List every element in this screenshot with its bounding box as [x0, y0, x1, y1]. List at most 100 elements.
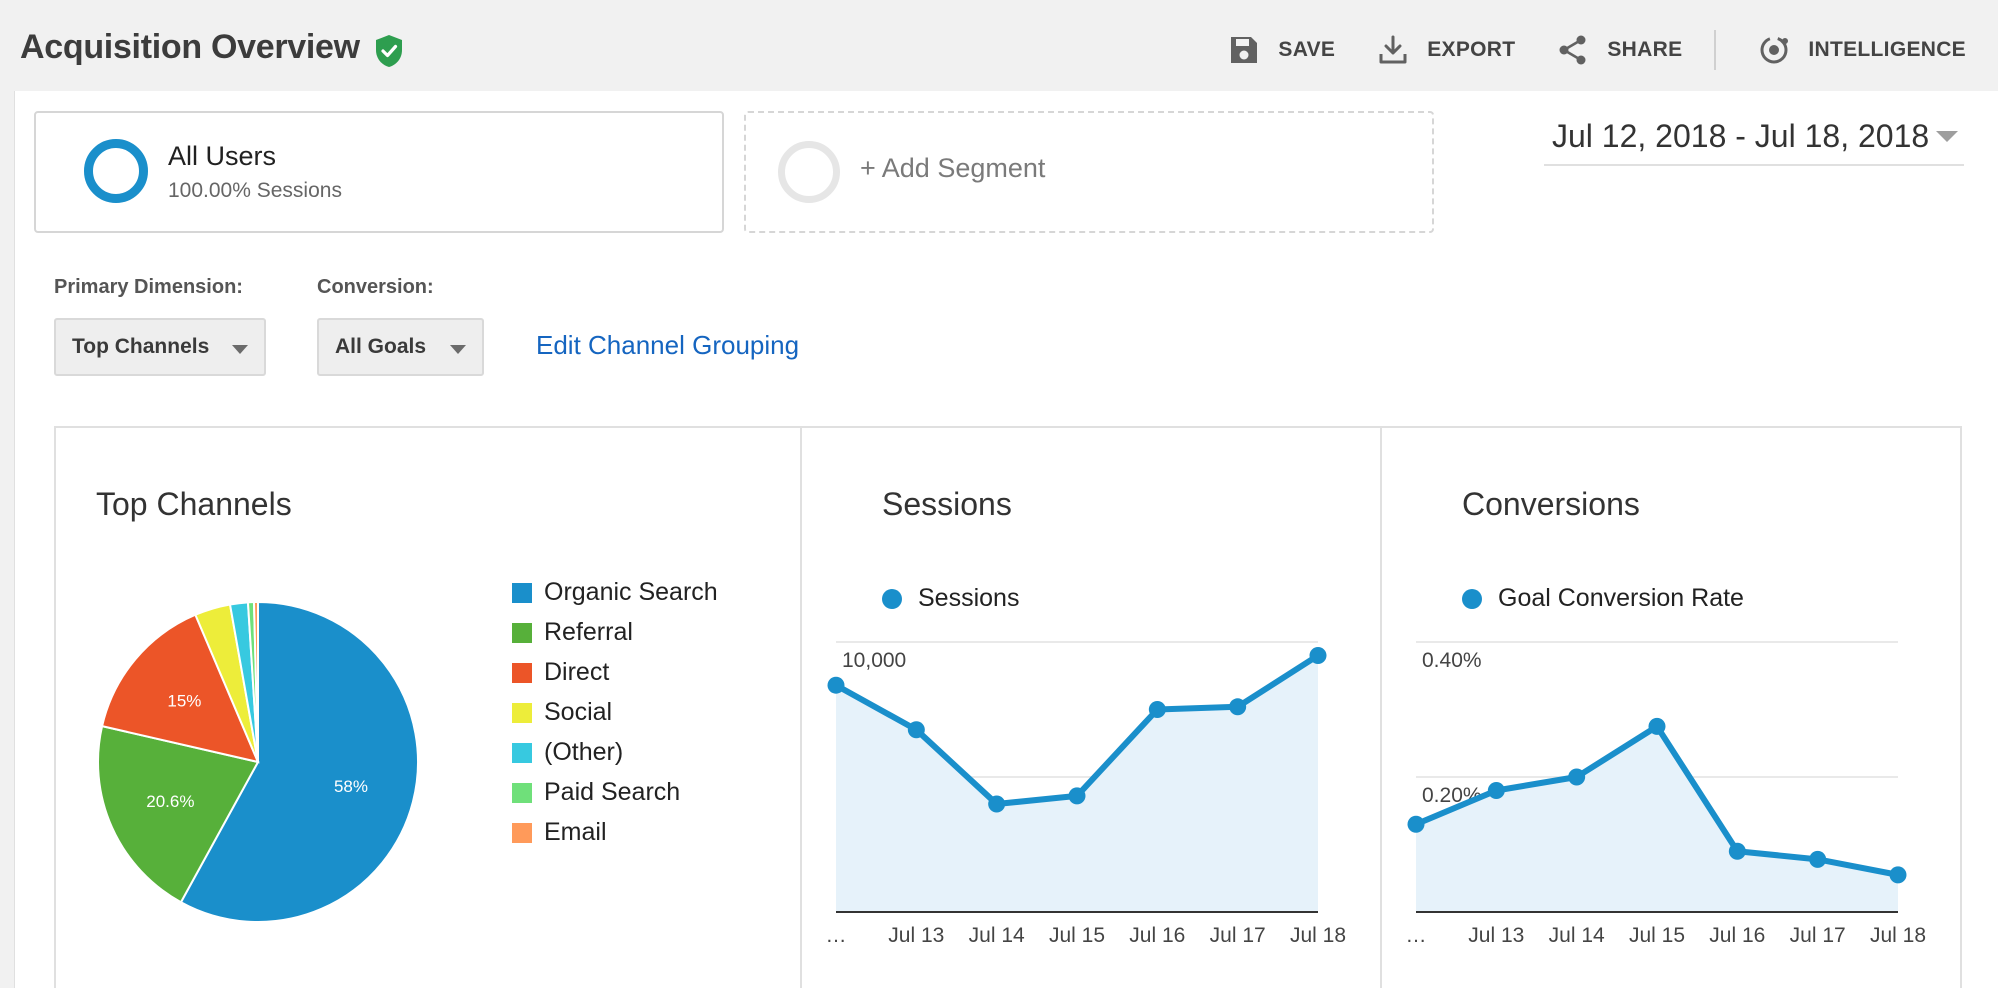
area-fill — [1416, 726, 1898, 912]
x-tick-label: Jul 15 — [1629, 924, 1685, 947]
panel-divider — [1380, 426, 1382, 988]
legend-swatch — [512, 622, 532, 643]
x-tick-label: Jul 13 — [888, 924, 944, 947]
panel-divider — [800, 426, 802, 988]
sessions-title: Sessions — [882, 486, 1012, 522]
pie-slice-label: 15% — [167, 691, 201, 710]
legend-label: Referral — [544, 618, 633, 646]
data-point[interactable] — [1309, 647, 1327, 664]
intelligence-icon — [1760, 36, 1789, 64]
export-icon — [1379, 35, 1407, 64]
pie-slice-direct[interactable] — [100, 613, 260, 764]
x-tick-label: Jul 17 — [1790, 924, 1846, 947]
data-point[interactable] — [1229, 698, 1247, 716]
legend-label: Email — [544, 818, 607, 846]
chevron-down-icon — [232, 345, 248, 354]
save-label: SAVE — [1278, 38, 1336, 61]
data-point[interactable] — [1728, 842, 1746, 860]
top-channels-pie-chart: 58% 20.6% 15% — [97, 600, 419, 923]
add-segment-button[interactable]: + Add Segment — [744, 111, 1434, 233]
sessions-legend: Sessions — [882, 584, 1019, 613]
conversions-legend: Goal Conversion Rate — [1462, 584, 1744, 613]
legend-item[interactable]: Social — [512, 698, 612, 727]
x-tick-label: Jul 15 — [1049, 924, 1105, 947]
chevron-down-icon — [1936, 131, 1958, 142]
data-point[interactable] — [1809, 850, 1827, 868]
legend-swatch — [512, 662, 532, 683]
legend-item[interactable]: Direct — [512, 658, 609, 687]
legend-label: (Other) — [544, 738, 624, 766]
primary-dimension-select[interactable]: Top Channels — [54, 318, 266, 376]
y-tick-label: 0.40% — [1422, 649, 1482, 672]
data-point[interactable] — [1068, 787, 1086, 805]
data-point[interactable] — [1148, 701, 1166, 718]
primary-dimension-label: Primary Dimension: — [54, 276, 243, 298]
legend-item[interactable]: Email — [512, 818, 607, 847]
x-tick-label: Jul 16 — [1709, 924, 1765, 947]
series-dot-icon — [1462, 588, 1482, 609]
intelligence-label: INTELLIGENCE — [1808, 38, 1966, 61]
data-point[interactable] — [827, 676, 845, 694]
conversion-select[interactable]: All Goals — [317, 318, 484, 376]
page-title: Acquisition Overview — [20, 28, 360, 66]
save-button[interactable]: SAVE — [1228, 34, 1335, 66]
x-tick-label: Jul 14 — [1549, 924, 1605, 947]
chevron-down-icon — [450, 345, 466, 354]
x-tick-label: … — [826, 924, 847, 947]
legend-item[interactable]: Paid Search — [512, 778, 680, 807]
data-point[interactable] — [988, 795, 1006, 813]
data-point[interactable] — [1487, 782, 1505, 799]
intelligence-button[interactable]: INTELLIGENCE — [1758, 34, 1966, 66]
segment-ring-icon — [84, 139, 148, 203]
date-range-picker[interactable]: Jul 12, 2018 - Jul 18, 2018 — [1544, 114, 1964, 166]
x-tick-label: Jul 14 — [969, 924, 1025, 947]
x-tick-label: Jul 18 — [1290, 924, 1346, 947]
legend-item[interactable]: Organic Search — [512, 578, 718, 607]
date-range-text: Jul 12, 2018 - Jul 18, 2018 — [1552, 118, 1930, 154]
legend-item[interactable]: (Other) — [512, 738, 623, 767]
legend-label: Organic Search — [544, 578, 718, 606]
data-point[interactable] — [1407, 815, 1425, 833]
x-tick-label: Jul 13 — [1468, 924, 1524, 947]
conversions-area-chart: 0.40%0.20%… Jul 13 Jul 14 Jul 15 Jul 16 Jul 1… — [1406, 641, 1926, 947]
page-header: Acquisition Overview SAVE EXPORT — [0, 0, 1998, 91]
data-point[interactable] — [1568, 768, 1586, 786]
legend-label: Direct — [544, 658, 610, 686]
export-label: EXPORT — [1427, 38, 1516, 61]
legend-swatch — [512, 782, 532, 803]
legend-label: Social — [544, 698, 613, 726]
conversion-value: All Goals — [335, 335, 427, 358]
share-label: SHARE — [1607, 38, 1683, 61]
x-tick-label: Jul 18 — [1870, 924, 1926, 947]
area-fill — [836, 655, 1318, 912]
x-tick-label: … — [1406, 924, 1427, 947]
share-icon — [1559, 35, 1586, 65]
empty-segment-ring-icon — [778, 141, 840, 203]
verified-shield-icon — [376, 35, 402, 67]
data-point[interactable] — [1648, 717, 1666, 735]
toolbar-divider — [1714, 30, 1717, 70]
conversion-label: Conversion: — [317, 276, 434, 298]
series-dot-icon — [882, 588, 902, 609]
x-tick-label: Jul 17 — [1210, 924, 1266, 947]
x-tick-label: Jul 16 — [1129, 924, 1185, 947]
edit-channel-grouping-link[interactable]: Edit Channel Grouping — [536, 330, 800, 360]
export-button[interactable]: EXPORT — [1377, 34, 1515, 66]
legend-swatch — [512, 742, 532, 763]
top-channels-title: Top Channels — [96, 486, 292, 522]
pie-slice-referral[interactable] — [97, 724, 260, 904]
conversions-title: Conversions — [1462, 486, 1640, 522]
data-point[interactable] — [907, 721, 925, 739]
legend-label: Paid Search — [544, 778, 681, 806]
legend-item[interactable]: Referral — [512, 618, 633, 647]
data-point[interactable] — [1889, 866, 1907, 884]
share-button[interactable]: SHARE — [1557, 34, 1682, 66]
segment-all-users[interactable]: All Users 100.00% Sessions — [34, 111, 724, 233]
pie-slice-label: 58% — [334, 777, 368, 796]
legend-swatch — [512, 822, 532, 843]
segment-name: All Users — [168, 141, 277, 171]
y-tick-label: 10,000 — [842, 649, 906, 672]
pie-slice-email[interactable] — [252, 600, 259, 763]
pie-slice-organic-search[interactable] — [179, 600, 419, 923]
